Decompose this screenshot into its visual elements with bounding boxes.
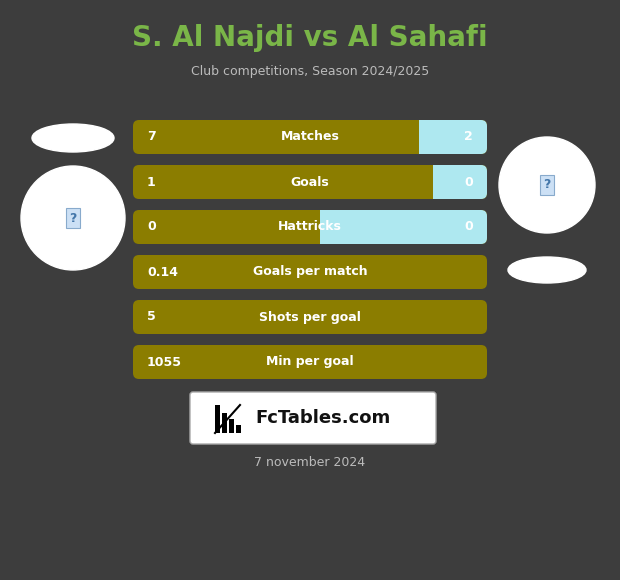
Text: Goals per match: Goals per match <box>253 266 367 278</box>
Text: 7: 7 <box>147 130 156 143</box>
Text: FcTables.com: FcTables.com <box>255 409 391 427</box>
Bar <box>310 210 320 244</box>
Text: ?: ? <box>543 179 551 191</box>
FancyBboxPatch shape <box>133 210 487 244</box>
Text: 1: 1 <box>147 176 156 189</box>
Circle shape <box>499 137 595 233</box>
FancyBboxPatch shape <box>133 255 487 289</box>
Text: Club competitions, Season 2024/2025: Club competitions, Season 2024/2025 <box>191 66 429 78</box>
Text: 0: 0 <box>464 220 473 234</box>
Text: Shots per goal: Shots per goal <box>259 310 361 324</box>
Bar <box>423 165 433 199</box>
Text: Matches: Matches <box>281 130 339 143</box>
Text: S. Al Najdi vs Al Sahafi: S. Al Najdi vs Al Sahafi <box>132 24 488 52</box>
Text: 7 november 2024: 7 november 2024 <box>254 455 366 469</box>
FancyBboxPatch shape <box>310 210 487 244</box>
Text: 2: 2 <box>464 130 473 143</box>
FancyBboxPatch shape <box>423 165 487 199</box>
Bar <box>236 425 241 433</box>
Text: Min per goal: Min per goal <box>266 356 354 368</box>
Text: 1055: 1055 <box>147 356 182 368</box>
Text: Hattricks: Hattricks <box>278 220 342 234</box>
Text: ?: ? <box>69 212 77 224</box>
Text: 5: 5 <box>147 310 156 324</box>
Bar <box>409 120 419 154</box>
Text: 0: 0 <box>464 176 473 189</box>
Text: Goals: Goals <box>291 176 329 189</box>
Bar <box>229 419 234 433</box>
Bar <box>215 405 220 433</box>
Text: 0: 0 <box>147 220 156 234</box>
FancyBboxPatch shape <box>190 392 436 444</box>
Text: 0.14: 0.14 <box>147 266 178 278</box>
Bar <box>222 413 227 433</box>
FancyBboxPatch shape <box>133 165 487 199</box>
Circle shape <box>21 166 125 270</box>
Ellipse shape <box>508 257 586 283</box>
Ellipse shape <box>32 124 114 152</box>
FancyBboxPatch shape <box>133 345 487 379</box>
FancyBboxPatch shape <box>409 120 487 154</box>
FancyBboxPatch shape <box>133 120 487 154</box>
FancyBboxPatch shape <box>133 300 487 334</box>
